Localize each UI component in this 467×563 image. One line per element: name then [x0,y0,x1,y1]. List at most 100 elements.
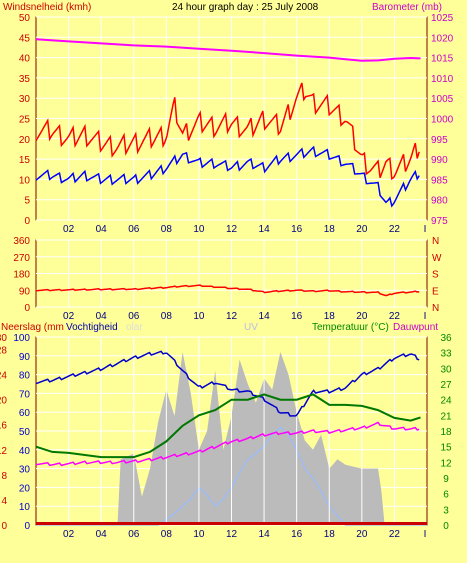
direction-compass-label: S [432,270,439,281]
humidity-tick-label: 30 [19,465,31,476]
barometer-tick-label: 1005 [431,94,454,105]
rain-axis-title: Neerslag (mm [1,322,64,333]
time-tick-label: 10 [193,311,205,322]
wind-tick-label: 45 [19,33,31,44]
temperature-tick-label: 33 [440,349,452,360]
time-tick-label: 20 [356,311,368,322]
time-tick-label: 16 [291,529,303,540]
time-tick-label: 12 [226,224,238,235]
temperature-tick-label: 6 [443,490,449,501]
dewpoint-axis-title: Dauwpunt [393,322,438,333]
humidity-tick-label: 80 [19,371,31,382]
temperature-tick-label: 3 [443,505,449,516]
humidity-tick-label: 70 [19,389,31,400]
panels-layer: 0510152025303540455097598098599099510001… [0,13,454,540]
time-tick-label: 04 [96,311,108,322]
time-tick-label: I [424,224,427,235]
rain-tick-label: 12 [0,446,7,457]
barometer-tick-label: 1020 [431,33,454,44]
direction-compass-label: N [432,303,439,314]
direction-tick-label: 0 [24,303,30,314]
temperature-line [35,393,421,459]
uv-axis-title: UV [244,322,258,333]
wind-tick-label: 20 [19,135,31,146]
direction-tick-label: 270 [13,253,30,264]
rain-tick-label: 4 [1,496,7,507]
direction-compass-label: N [432,236,439,247]
time-tick-label: 20 [356,529,368,540]
humidity-tick-label: 0 [24,521,30,532]
barometer-axis-title: Barometer (mb) [372,2,442,13]
solar-axis-title: olar [126,322,143,333]
temperature-tick-label: 21 [440,411,452,422]
time-tick-label: 06 [128,529,140,540]
humidity-tick-label: 90 [19,352,31,363]
temperature-tick-label: 30 [440,364,452,375]
time-tick-label: 08 [161,529,173,540]
time-tick-label: 04 [96,224,108,235]
time-tick-label: I [424,529,427,540]
humidity-line [35,350,420,417]
rain-tick-label: 28 [0,346,7,357]
temperature-tick-label: 24 [440,396,452,407]
wind-tick-label: 40 [19,54,31,65]
time-tick-label: 08 [161,311,173,322]
humidity-axis-title: Vochtigheid [66,322,118,333]
wind-tick-label: 35 [19,74,31,85]
time-tick-label: 16 [291,311,303,322]
temperature-tick-label: 0 [443,521,449,532]
wind-direction-line [35,284,420,297]
temperature-tick-label: 12 [440,458,452,469]
time-tick-label: 14 [259,224,271,235]
rain-tick-label: 24 [0,371,7,382]
humidity-tick-label: 60 [19,408,31,419]
time-tick-label: 18 [324,224,336,235]
time-tick-label: 14 [259,311,271,322]
rain-tick-label: 20 [0,396,7,407]
wind-tick-label: 0 [24,216,30,227]
time-tick-label: 04 [96,529,108,540]
direction-tick-label: 360 [13,236,30,247]
rain-tick-label: 30 [0,333,7,344]
humidity-tick-label: 20 [19,483,31,494]
time-tick-label: 08 [161,224,173,235]
time-tick-label: 14 [259,529,271,540]
direction-tick-label: 90 [19,286,31,297]
barometer-tick-label: 985 [431,175,448,186]
temperature-tick-label: 15 [440,443,452,454]
wind-tick-label: 25 [19,115,31,126]
time-tick-label: 10 [193,224,205,235]
time-tick-label: 16 [291,224,303,235]
barometer-tick-label: 980 [431,196,448,207]
time-tick-label: 18 [324,529,336,540]
time-tick-label: 10 [193,529,205,540]
wind-tick-label: 5 [24,196,30,207]
barometer-line [35,38,421,62]
barometer-tick-label: 995 [431,135,448,146]
wind-tick-label: 30 [19,94,31,105]
humidity-tick-label: 10 [19,502,31,513]
humidity-tick-label: 40 [19,446,31,457]
barometer-tick-label: 975 [431,216,448,227]
rain-tick-label: 0 [1,521,7,532]
time-tick-label: 18 [324,311,336,322]
dewpoint-line [35,421,420,467]
temperature-tick-label: 27 [440,380,452,391]
wind-tick-label: 10 [19,175,31,186]
time-tick-label: I [424,311,427,322]
barometer-tick-label: 990 [431,155,448,166]
barometer-tick-label: 1010 [431,74,454,85]
time-tick-label: 20 [356,224,368,235]
time-tick-label: 12 [226,529,238,540]
temperature-tick-label: 9 [443,474,449,485]
direction-compass-label: W [432,253,442,264]
time-tick-label: 02 [63,224,75,235]
time-tick-label: 22 [389,224,401,235]
barometer-tick-label: 1000 [431,115,454,126]
time-tick-label: 06 [128,224,140,235]
wind-axis-title: Windsnelheid (kmh) [3,2,91,13]
barometer-tick-label: 1025 [431,13,454,24]
wind-tick-label: 15 [19,155,31,166]
direction-compass-label: E [432,286,439,297]
